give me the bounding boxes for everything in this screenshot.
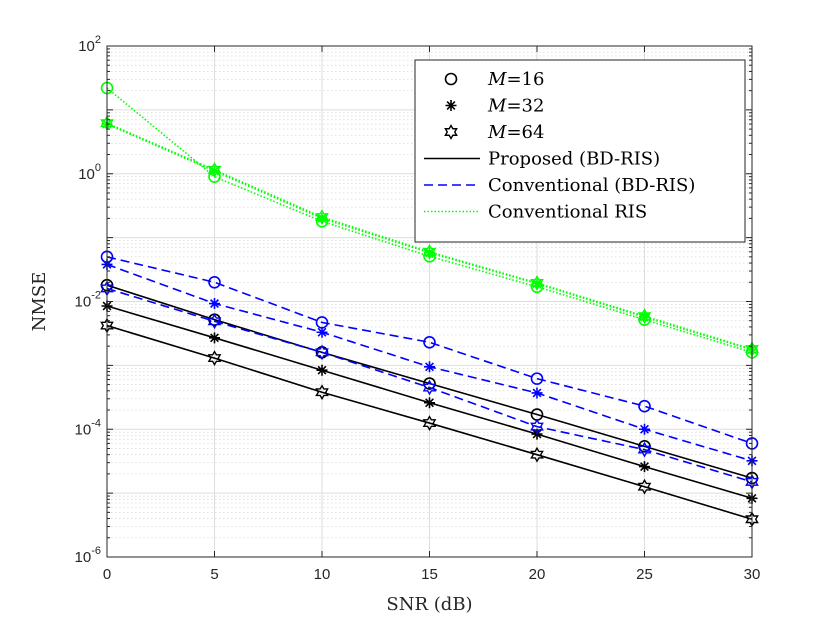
y-tick-label: 10-4 — [75, 417, 101, 438]
legend-label: M=16 — [487, 69, 544, 90]
legend-entry: M=64 — [444, 122, 544, 143]
axis-ticks: 0 5 10 15 20 25 30 10-6 10-4 10-2 100 102 — [75, 34, 761, 583]
data-point — [315, 384, 329, 401]
data-point — [209, 165, 220, 177]
legend-entry: M=32 — [445, 96, 544, 117]
x-tick-label: 0 — [103, 566, 111, 583]
x-tick-label: 10 — [314, 566, 331, 583]
x-tick-label: 30 — [744, 566, 761, 583]
data-point — [422, 379, 437, 396]
series-line — [106, 284, 753, 479]
data-point — [316, 212, 328, 224]
legend-entry: M=16 — [444, 69, 544, 90]
data-point — [209, 332, 220, 344]
data-point — [209, 298, 220, 310]
series-line — [106, 324, 753, 521]
data-point — [315, 344, 329, 361]
series-proposed-bd-ris-m64 — [100, 317, 759, 528]
x-tick-label: 25 — [636, 566, 653, 583]
data-point — [423, 377, 436, 390]
legend-entry: Conventional RIS — [424, 202, 647, 223]
data-series — [100, 81, 759, 528]
y-tick-label: 10-2 — [75, 290, 101, 311]
legend-entry: Proposed (BD-RIS) — [424, 149, 660, 170]
data-point — [424, 361, 435, 373]
data-point — [530, 372, 544, 385]
data-point — [207, 350, 222, 367]
data-point — [207, 313, 222, 330]
data-point — [316, 364, 328, 376]
data-point — [424, 397, 435, 409]
legend-marker — [444, 124, 458, 140]
data-point — [639, 311, 650, 323]
data-point — [422, 415, 437, 431]
y-tick-label: 10-6 — [75, 545, 101, 566]
legend-marker — [445, 100, 457, 111]
legend-marker — [444, 72, 458, 86]
legend-label: Proposed (BD-RIS) — [488, 149, 660, 170]
y-tick-label: 100 — [78, 162, 101, 183]
series-conventional-bd-ris-m64 — [100, 280, 759, 490]
series-conventional-ris-m64 — [100, 115, 759, 357]
data-point — [639, 423, 650, 435]
series-line — [106, 122, 753, 350]
x-tick-label: 5 — [210, 566, 218, 583]
data-point — [315, 209, 329, 225]
data-point — [638, 399, 651, 413]
y-axis-title: NMSE — [29, 272, 50, 332]
series-line — [106, 287, 753, 483]
data-point — [424, 247, 435, 259]
data-point — [637, 478, 652, 495]
data-point — [530, 275, 544, 291]
legend-label: M=32 — [487, 96, 544, 117]
data-point — [423, 335, 436, 349]
data-point — [639, 461, 650, 473]
legend-label: Conventional (BD-RIS) — [488, 175, 695, 196]
data-point — [530, 418, 544, 435]
data-point — [422, 243, 437, 260]
y-tick-label: 102 — [78, 34, 101, 55]
x-axis-title: SNR (dB) — [386, 594, 472, 615]
legend-label: Conventional RIS — [488, 202, 647, 223]
data-point — [208, 275, 221, 289]
x-tick-label: 20 — [529, 566, 546, 583]
legend: M=16 M=32 M=64 Proposed (BD-RIS) Conventiona… — [414, 59, 746, 243]
data-point — [207, 161, 222, 178]
legend-entry: Conventional (BD-RIS) — [424, 175, 695, 196]
data-point — [530, 446, 544, 463]
x-tick-label: 15 — [421, 566, 438, 583]
data-point — [316, 326, 328, 338]
data-point — [531, 387, 543, 399]
data-point — [637, 308, 652, 325]
legend-label: M=64 — [487, 122, 544, 143]
data-point — [637, 441, 652, 458]
